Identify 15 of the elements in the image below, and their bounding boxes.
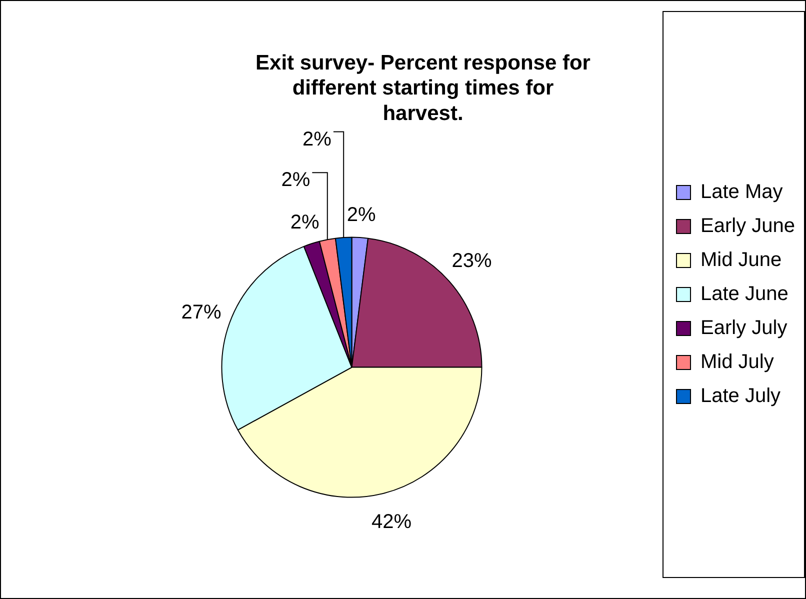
legend-label: Late June bbox=[700, 283, 788, 306]
data-label: 2% bbox=[346, 204, 376, 226]
legend-label: Mid June bbox=[700, 249, 782, 272]
legend-label: Early June bbox=[700, 215, 796, 238]
data-label: 2% bbox=[302, 128, 332, 150]
data-label: 2% bbox=[281, 169, 310, 192]
legend-label: Mid July bbox=[700, 351, 774, 374]
legend-label: Late July bbox=[700, 385, 781, 408]
data-label: 2% bbox=[290, 211, 320, 234]
legend-label: Late May bbox=[700, 181, 783, 204]
data-label: 42% bbox=[372, 510, 412, 533]
text: Exit survey- Percent response for different starting times for harvest. bbox=[256, 51, 590, 125]
data-label: 23% bbox=[452, 250, 492, 272]
legend-label: Early July bbox=[700, 317, 788, 340]
data-label: 27% bbox=[181, 302, 222, 324]
